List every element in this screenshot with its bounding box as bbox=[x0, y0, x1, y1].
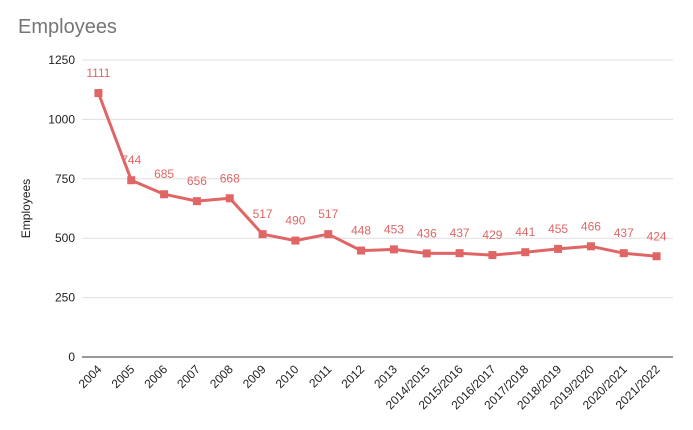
y-tick-label: 1000 bbox=[48, 112, 75, 126]
x-tick-label: 2006 bbox=[141, 362, 170, 391]
data-label: 455 bbox=[548, 222, 568, 236]
data-label: 1111 bbox=[86, 66, 110, 80]
data-label: 668 bbox=[220, 171, 240, 185]
data-point bbox=[619, 249, 628, 258]
data-point bbox=[225, 194, 234, 203]
data-point bbox=[324, 230, 333, 239]
data-point bbox=[291, 236, 300, 245]
data-labels: 1111 744 685 656 668 517 490 517 448 453 436 437 429… bbox=[86, 66, 667, 243]
data-point bbox=[258, 230, 267, 239]
data-label: 656 bbox=[187, 174, 207, 188]
data-point bbox=[389, 245, 398, 254]
y-tick-label: 500 bbox=[55, 231, 75, 245]
data-point bbox=[554, 244, 563, 253]
data-label: 437 bbox=[450, 226, 470, 240]
data-label: 453 bbox=[384, 222, 404, 236]
data-label: 517 bbox=[253, 207, 273, 221]
x-tick-label: 2008 bbox=[207, 362, 236, 391]
x-tick-label: 2010 bbox=[273, 362, 302, 391]
x-tick-label: 2013 bbox=[371, 362, 400, 391]
data-point bbox=[94, 89, 103, 98]
data-label: 744 bbox=[121, 153, 141, 167]
y-axis-title: Employees bbox=[19, 179, 33, 238]
y-tick-label: 0 bbox=[68, 350, 75, 364]
y-tick-label: 250 bbox=[55, 291, 75, 305]
data-label: 424 bbox=[647, 229, 667, 243]
x-tick-label: 2004 bbox=[76, 362, 105, 391]
data-label: 517 bbox=[318, 207, 338, 221]
data-point bbox=[357, 246, 366, 255]
data-label: 441 bbox=[515, 225, 535, 239]
x-tick-label: 2012 bbox=[338, 362, 367, 391]
y-axis-ticks: 0 250 500 750 1000 1250 bbox=[48, 53, 75, 364]
data-point bbox=[127, 176, 136, 185]
chart-title: Employees bbox=[18, 16, 117, 38]
data-label: 437 bbox=[614, 226, 634, 240]
x-tick-label: 2009 bbox=[240, 362, 269, 391]
data-point bbox=[192, 197, 201, 206]
data-label: 448 bbox=[351, 224, 371, 238]
x-tick-label: 2007 bbox=[174, 362, 203, 391]
gridlines bbox=[82, 59, 673, 358]
data-point bbox=[652, 252, 661, 261]
data-point bbox=[521, 248, 530, 257]
data-point bbox=[586, 242, 595, 251]
x-tick-label: 2011 bbox=[306, 362, 334, 390]
data-label: 436 bbox=[417, 226, 437, 240]
y-tick-label: 750 bbox=[55, 172, 75, 186]
x-axis-ticks: 2004 2005 2006 2007 2008 2009 2010 2011 2012 2013… bbox=[76, 362, 663, 412]
y-tick-label: 1250 bbox=[48, 53, 75, 67]
data-label: 466 bbox=[581, 219, 601, 233]
data-label: 429 bbox=[482, 228, 502, 242]
data-point bbox=[455, 249, 464, 258]
data-point bbox=[422, 249, 431, 258]
series-employees bbox=[94, 89, 661, 261]
data-label: 490 bbox=[285, 214, 305, 228]
data-point bbox=[160, 190, 169, 199]
series-line bbox=[96, 91, 659, 258]
data-label: 685 bbox=[154, 167, 174, 181]
x-tick-label: 2005 bbox=[109, 362, 138, 391]
data-point bbox=[488, 251, 497, 260]
